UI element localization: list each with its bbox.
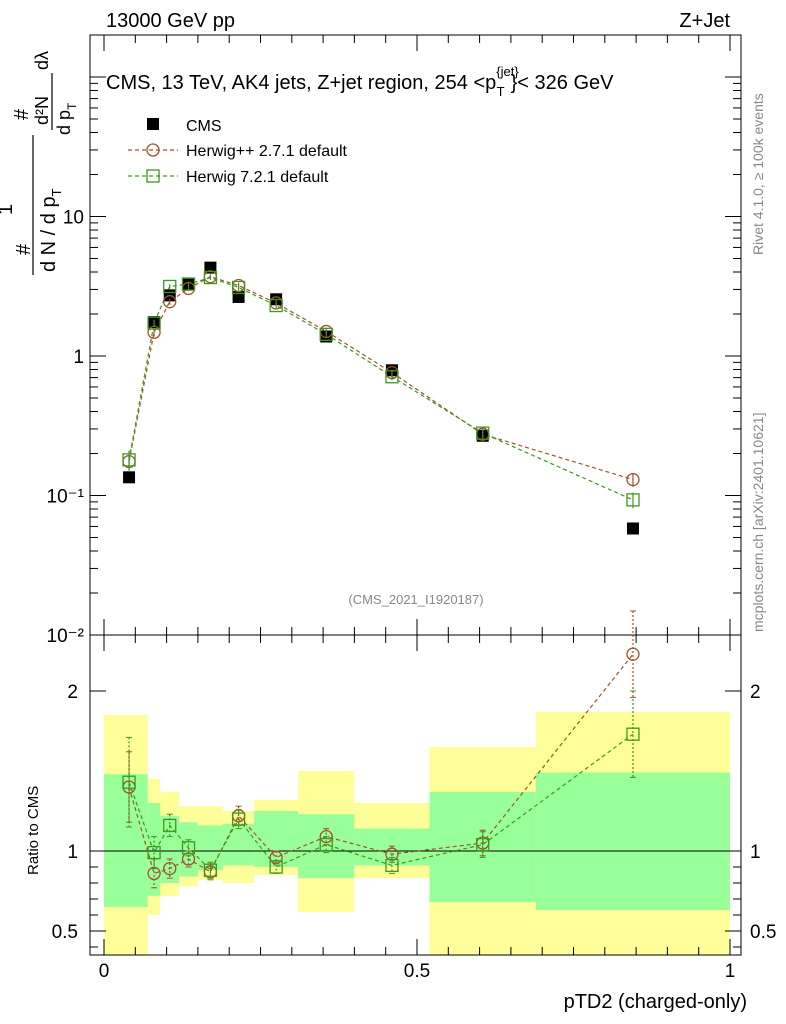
main-axis-ticks: 10⁻² 10⁻¹ 1 10	[47, 34, 741, 647]
ylabel-frac2-den: d pT	[54, 102, 79, 135]
main-point-herwig7	[203, 270, 218, 285]
ratio-ytick-label-right-2: 2	[750, 682, 761, 703]
ratio-ytick-label-left-2: 2	[67, 682, 78, 703]
legend-label-cms: CMS	[186, 118, 222, 135]
title-main: CMS, 13 TeV, AK4 jets, Z+jet region, 254…	[106, 72, 496, 94]
ylabel-frac2-num: d²N	[32, 96, 52, 125]
title-subscript: T	[497, 84, 505, 99]
ratio-point-herwig7	[269, 860, 283, 874]
svg-text:d²N: d²N	[32, 96, 52, 125]
main-point-herwig7	[319, 327, 333, 341]
main-point-herwig7	[122, 453, 136, 467]
svg-text:Rivet 4.1.0, ≥ 100k events: Rivet 4.1.0, ≥ 100k events	[750, 93, 766, 255]
main-point-herwig7	[181, 277, 196, 291]
svg-text:dλ: dλ	[32, 51, 52, 70]
ratio-band-1sigma	[160, 815, 180, 883]
main-point-herwigpp	[147, 325, 161, 339]
ratio-axis-ticks: 0.5 0.5 1 1 2 2 0 0.5 1	[52, 635, 776, 982]
ratio-ytick-label-right-0: 0.5	[750, 922, 776, 943]
ratio-point-herwig7	[476, 837, 490, 852]
main-point-herwig7	[163, 279, 177, 294]
main-point-herwig7	[269, 298, 283, 313]
ratio-point-herwig7	[203, 863, 218, 877]
ratio-xtick-label-0: 0	[99, 961, 110, 982]
main-point-herwig7	[147, 316, 161, 330]
x-axis-label: pTD2 (charged-only)	[564, 991, 747, 1013]
legend-label-herwigpp: Herwig++ 2.7.1 default	[186, 143, 348, 160]
ylabel-hash-bottom: #	[13, 243, 35, 255]
legend-marker-cms	[147, 118, 159, 130]
ylabel-dlambda: dλ	[32, 51, 52, 70]
ratio-point-herwig7	[231, 812, 246, 826]
ratio-point-herwig7	[626, 727, 640, 741]
ratio-xtick-label-1: 0.5	[404, 961, 430, 982]
ratio-band-1sigma	[535, 772, 730, 911]
main-series-lines	[128, 276, 634, 501]
legend-marker-herwig7	[146, 169, 160, 183]
ratio-band-1sigma	[104, 774, 148, 907]
ratio-band-1sigma	[254, 811, 299, 867]
main-point-herwigpp	[163, 295, 177, 309]
ratio-series-markers	[122, 610, 640, 889]
main-ytick-label-2: 1	[73, 347, 84, 368]
svg-text:#: #	[11, 108, 33, 120]
ratio-point-herwig7	[147, 845, 161, 860]
ratio-ylabel: Ratio to CMS	[25, 786, 42, 875]
ratio-point-herwig7	[181, 841, 196, 855]
ratio-ytick-label-right-1: 1	[750, 842, 761, 863]
ratio-point-herwigpp	[385, 847, 399, 861]
ratio-point-herwigpp	[147, 866, 161, 881]
main-line-herwigpp	[128, 276, 634, 481]
svg-text:d pT: d pT	[54, 102, 79, 135]
ratio-ytick-label-left-1: 1	[67, 842, 78, 863]
main-ytick-label-3: 10	[63, 207, 84, 228]
svg-text:Ratio to CMS: Ratio to CMS	[25, 786, 42, 875]
main-point-herwig7	[626, 493, 640, 507]
ratio-point-herwigpp	[269, 850, 283, 865]
main-point-cms	[626, 522, 639, 535]
ratio-point-herwigpp	[626, 647, 640, 661]
legend: CMS Herwig++ 2.7.1 default Herwig 7.2.1 …	[128, 118, 348, 186]
ratio-point-herwigpp	[163, 861, 177, 876]
svg-text:1: 1	[0, 204, 17, 215]
ratio-ytick-label-left-0: 0.5	[52, 922, 78, 943]
main-ylabel: # # 1 d N / d pT d²N d pT dλ	[0, 51, 79, 275]
ratio-point-herwig7	[385, 858, 399, 873]
ratio-xtick-label-2: 1	[725, 961, 736, 982]
main-ytick-label-1: 10⁻¹	[47, 486, 85, 507]
main-series-markers	[122, 261, 640, 535]
main-point-cms	[204, 261, 217, 274]
mcplots-label: mcplots.cern.ch [arXiv:2401.10621]	[750, 413, 766, 632]
ratio-frame	[89, 634, 742, 956]
ylabel-one: 1	[0, 204, 17, 215]
ylabel-den: d N / d pT	[38, 188, 64, 272]
ratio-uncertainty-bands	[104, 711, 730, 955]
header-right: Z+Jet	[679, 10, 730, 32]
legend-label-herwig7: Herwig 7.2.1 default	[186, 169, 329, 186]
title-tail: }< 326 GeV	[511, 72, 615, 94]
main-ytick-label-0: 10⁻²	[47, 626, 85, 647]
ratio-band-1sigma	[222, 823, 255, 866]
rivet-label: Rivet 4.1.0, ≥ 100k events	[750, 93, 766, 255]
header-left: 13000 GeV pp	[106, 10, 235, 32]
ratio-point-herwig7	[122, 775, 136, 789]
ylabel-hash-top: #	[11, 108, 33, 120]
main-point-herwig7	[476, 426, 490, 440]
main-point-cms	[232, 290, 245, 303]
legend-marker-herwigpp	[146, 143, 160, 157]
main-point-herwigpp	[626, 472, 640, 487]
analysis-watermark: (CMS_2021_I1920187)	[348, 592, 483, 607]
main-point-herwig7	[385, 370, 399, 384]
svg-text:d N / d pT: d N / d pT	[38, 188, 64, 272]
ratio-point-herwig7	[319, 837, 333, 852]
main-line-herwig7	[128, 276, 634, 501]
main-point-herwig7	[231, 280, 246, 295]
main-point-cms	[123, 471, 136, 484]
chart-title: CMS, 13 TeV, AK4 jets, Z+jet region, 254…	[106, 64, 614, 99]
ratio-point-herwig7	[163, 818, 177, 833]
title-superscript: {jet}	[496, 64, 519, 79]
svg-text:mcplots.cern.ch [arXiv:2401.10: mcplots.cern.ch [arXiv:2401.10621]	[750, 413, 766, 632]
svg-text:#: #	[13, 243, 35, 255]
